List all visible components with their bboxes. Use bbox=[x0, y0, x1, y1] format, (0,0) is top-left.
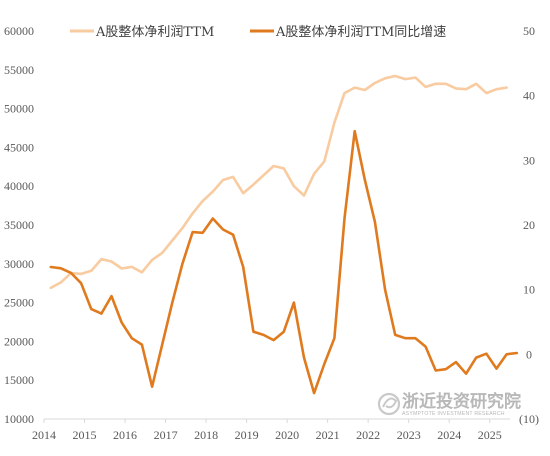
legend: A股整体净利润TTM A股整体净利润TTM同比增速 bbox=[70, 25, 446, 40]
x-tick-label: 2021 bbox=[316, 428, 340, 442]
watermark-title: 浙近投资研究院 bbox=[402, 391, 521, 412]
y-left-tick-label: 30000 bbox=[4, 257, 34, 271]
x-tick-label: 2015 bbox=[73, 428, 97, 442]
y-left-tick-label: 50000 bbox=[4, 102, 34, 116]
y-right-tick-label: 50 bbox=[523, 24, 535, 38]
series-line-profit bbox=[49, 74, 508, 290]
y-right-tick-label: 10 bbox=[523, 283, 535, 297]
x-tick-label: 2016 bbox=[113, 428, 137, 442]
x-tick-label: 2022 bbox=[356, 428, 380, 442]
y-left-tick-label: 45000 bbox=[4, 140, 34, 154]
y-left-tick-label: 20000 bbox=[4, 334, 34, 348]
x-tick-label: 2025 bbox=[478, 428, 502, 442]
x-tick-label: 2018 bbox=[194, 428, 218, 442]
x-tick-label: 2017 bbox=[154, 428, 178, 442]
coin-swirl-logo-icon bbox=[377, 392, 401, 416]
y-left-tick-label: 40000 bbox=[4, 179, 34, 193]
x-tick-label: 2024 bbox=[437, 428, 461, 442]
y-right-tick-label: (10) bbox=[519, 412, 539, 426]
y-left-tick-label: 60000 bbox=[4, 24, 34, 38]
y-left-tick-label: 25000 bbox=[4, 296, 34, 310]
y-left-tick-label: 55000 bbox=[4, 63, 34, 77]
series-line-growth bbox=[49, 129, 519, 395]
y-left-tick-label: 35000 bbox=[4, 218, 34, 232]
x-tick-label: 2023 bbox=[397, 428, 421, 442]
legend-label-profit: A股整体净利润TTM bbox=[95, 25, 214, 40]
y-right-tick-label: 0 bbox=[526, 347, 532, 361]
x-tick-label: 2019 bbox=[235, 428, 259, 442]
y-left-tick-label: 15000 bbox=[4, 373, 34, 387]
watermark: 浙近投资研究院 ASYMPTOTE INVESTMENT RESEARCH bbox=[377, 391, 521, 417]
y-right-tick-label: 20 bbox=[523, 218, 535, 232]
y-right-tick-label: 30 bbox=[523, 153, 535, 167]
legend-label-growth: A股整体净利润TTM同比增速 bbox=[275, 25, 446, 40]
series-lines bbox=[49, 74, 519, 395]
y-right-tick-label: 40 bbox=[523, 89, 535, 103]
x-tick-label: 2020 bbox=[275, 428, 299, 442]
watermark-subtitle: ASYMPTOTE INVESTMENT RESEARCH bbox=[402, 411, 505, 417]
axes: 2014 2015 2016 2017 2018 2019 2020 2021 2022 2023… bbox=[4, 24, 539, 442]
y-left-tick-label: 10000 bbox=[4, 412, 34, 426]
x-tick-label: 2014 bbox=[32, 428, 56, 442]
